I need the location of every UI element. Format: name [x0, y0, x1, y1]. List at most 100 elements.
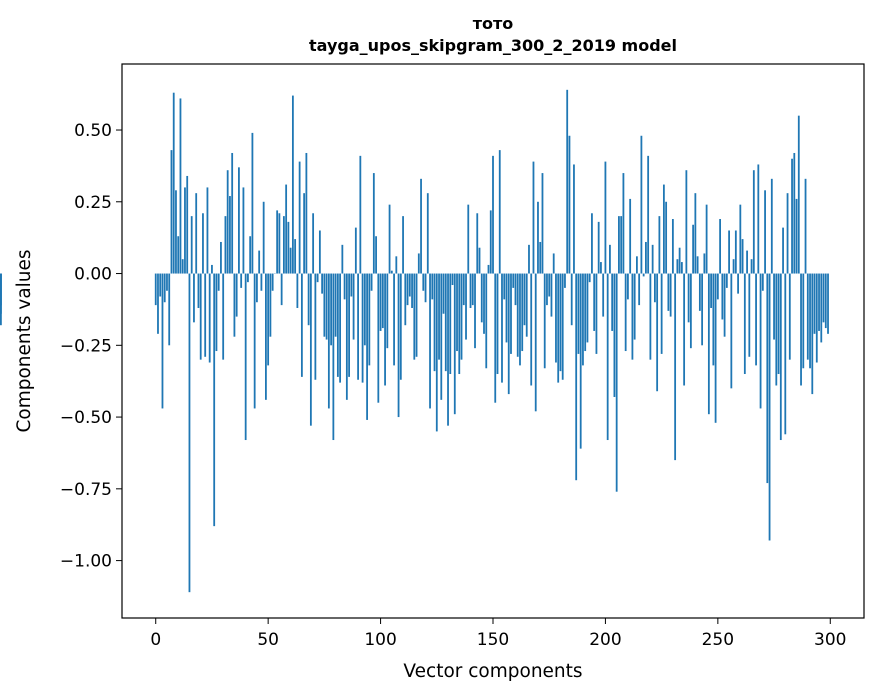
bar [534, 273, 537, 412]
bar [694, 193, 697, 274]
bar [793, 152, 796, 274]
bar [613, 273, 616, 397]
bar [660, 273, 663, 354]
bar [170, 150, 173, 274]
bar [489, 210, 492, 274]
bar [624, 273, 627, 352]
bar [647, 155, 650, 274]
bar [510, 273, 512, 354]
bar [190, 216, 193, 274]
bar [188, 273, 191, 593]
bar [712, 273, 715, 366]
bar [525, 273, 528, 337]
bar [276, 210, 279, 274]
bar [559, 273, 562, 372]
bar [703, 253, 706, 274]
bar [417, 253, 420, 274]
bar [480, 273, 483, 323]
bar [579, 273, 582, 449]
bar [759, 273, 762, 409]
bar [429, 273, 431, 409]
bar [629, 198, 632, 274]
bar [262, 201, 265, 274]
bar [402, 216, 404, 274]
bar [204, 273, 207, 357]
bar [723, 273, 726, 337]
y-axis-ticks: −1.00 −0.75 −0.50 −0.25 0.00 0.25 0.50 [60, 121, 122, 572]
bar [822, 273, 825, 323]
bar [555, 273, 557, 363]
bar [696, 256, 699, 274]
bar [770, 178, 773, 274]
bar [458, 273, 461, 375]
bar [507, 273, 510, 395]
bar [593, 273, 596, 331]
bar [818, 273, 820, 331]
bar [788, 273, 791, 360]
bar [213, 273, 216, 527]
bar [379, 273, 382, 331]
bar [456, 273, 458, 352]
bar [238, 167, 240, 274]
bar [161, 273, 164, 409]
bar [546, 273, 548, 306]
bar [406, 273, 409, 306]
bar [725, 273, 728, 288]
bar [471, 273, 474, 306]
bar [768, 273, 771, 541]
bar [444, 273, 447, 372]
bar [638, 273, 641, 306]
bar [422, 273, 425, 291]
bar [166, 273, 168, 291]
bar [179, 98, 182, 274]
bar [483, 273, 485, 334]
bar [804, 178, 807, 274]
bar [687, 273, 690, 323]
bar [757, 164, 760, 274]
bar [591, 213, 593, 274]
bar [505, 273, 508, 343]
bar [420, 178, 422, 274]
y-tick-label: −1.00 [60, 552, 112, 572]
bar [323, 273, 326, 337]
bar [269, 273, 272, 337]
bar [309, 273, 312, 426]
bar [366, 273, 368, 420]
bar [229, 196, 231, 274]
chart-subtitle: tayga_upos_skipgram_300_2_2019 model [309, 36, 677, 55]
bar [561, 273, 564, 380]
bar [408, 273, 411, 297]
bar [287, 221, 290, 274]
bar [247, 273, 249, 283]
bar [433, 273, 436, 372]
bar [737, 273, 739, 294]
x-tick-label: 100 [364, 630, 396, 650]
bar [811, 273, 814, 395]
bar [543, 273, 546, 369]
bar [640, 135, 643, 274]
bar [698, 273, 701, 311]
bar [777, 273, 780, 375]
bar [393, 273, 395, 366]
bar [615, 273, 618, 492]
bar [492, 155, 494, 274]
bar [233, 273, 236, 337]
bar [609, 244, 611, 274]
bar [653, 273, 656, 303]
bar [208, 273, 211, 363]
bar [503, 273, 506, 300]
bar [282, 216, 285, 274]
bar [411, 273, 413, 308]
bar [595, 273, 598, 354]
bar [487, 264, 490, 274]
bar [294, 239, 297, 274]
bar [602, 273, 605, 317]
bar [779, 273, 782, 441]
x-tick-label: 50 [257, 630, 279, 650]
bar [570, 273, 573, 326]
bar [359, 155, 362, 274]
bar [530, 273, 533, 386]
bar [202, 213, 204, 274]
